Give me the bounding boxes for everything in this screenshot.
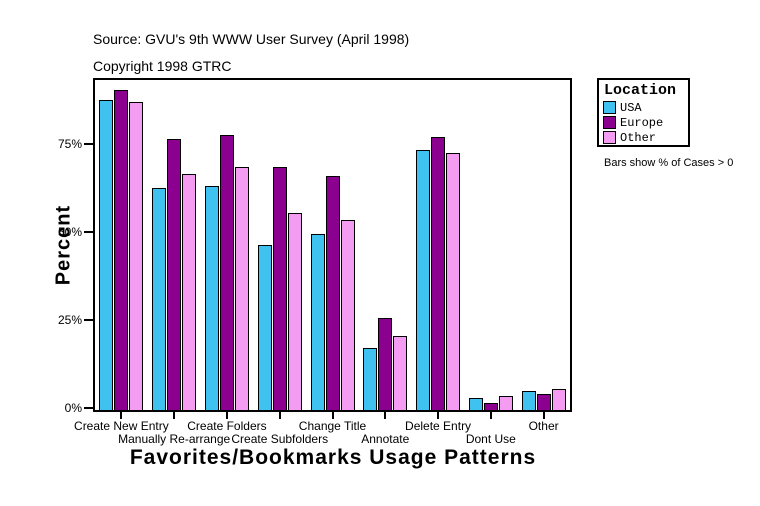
- bar-usa-annotate: [363, 348, 378, 410]
- x-label-annotate: Annotate: [361, 432, 410, 446]
- y-tick-25: [84, 319, 93, 321]
- bar-europe-change-title: [325, 176, 340, 410]
- bar-europe-delete-entry: [431, 137, 446, 410]
- bar-other-manually-re-arrange: [182, 174, 197, 410]
- x-tick-dont-use: [489, 412, 492, 419]
- bar-usa-create-new-entry: [99, 100, 114, 410]
- x-axis-title: Favorites/Bookmarks Usage Patterns: [129, 446, 537, 469]
- bar-europe-create-subfolders: [272, 167, 287, 410]
- bar-group-manually-re-arrange: [152, 80, 197, 410]
- x-label-create-folders: Create Folders: [187, 419, 267, 433]
- x-tick-delete-entry: [437, 412, 440, 419]
- bar-group-create-subfolders: [257, 80, 302, 410]
- legend-box: Location USA Europe Other: [597, 78, 690, 147]
- bar-europe-create-new-entry: [114, 90, 129, 410]
- bar-europe-create-folders: [219, 135, 234, 410]
- bar-usa-manually-re-arrange: [152, 188, 167, 410]
- y-tick-50: [84, 231, 93, 233]
- bar-other-create-new-entry: [129, 102, 144, 410]
- y-tick-label-50: 50%: [57, 225, 82, 239]
- x-tick-manually-re-arrange: [173, 412, 176, 419]
- y-tick-label-75: 75%: [57, 137, 82, 151]
- y-tick-label-25: 25%: [57, 313, 82, 327]
- bar-europe-dont-use: [483, 403, 498, 410]
- x-label-manually-re-arrange: Manually Re-arrange: [118, 432, 231, 446]
- plot-area: [93, 78, 572, 412]
- y-tick-75: [84, 143, 93, 145]
- bar-usa-other: [521, 391, 536, 410]
- bar-other-annotate: [393, 336, 408, 410]
- bar-other-other: [551, 389, 566, 410]
- bar-group-dont-use: [468, 80, 513, 410]
- x-tick-create-folders: [225, 412, 228, 419]
- bar-group-create-folders: [204, 80, 249, 410]
- bar-other-create-folders: [234, 167, 249, 410]
- x-label-dont-use: Dont Use: [465, 432, 516, 446]
- bar-usa-create-subfolders: [257, 245, 272, 410]
- bar-europe-annotate: [378, 318, 393, 410]
- bar-usa-dont-use: [468, 398, 483, 410]
- source-text: Source: GVU's 9th WWW User Survey (April…: [93, 31, 410, 47]
- y-tick-label-0: 0%: [64, 401, 82, 415]
- cases-note: Bars show % of Cases > 0: [604, 157, 734, 169]
- bar-other-create-subfolders: [287, 213, 302, 410]
- x-label-change-title: Change Title: [298, 419, 367, 433]
- legend-label-usa: USA: [620, 100, 642, 115]
- x-tick-create-subfolders: [278, 412, 281, 419]
- legend-swatch-europe: [603, 116, 616, 129]
- legend-label-europe: Europe: [620, 115, 664, 130]
- x-tick-annotate: [384, 412, 387, 419]
- legend-swatch-other: [603, 131, 616, 144]
- legend-item-europe: Europe: [603, 115, 664, 130]
- x-label-create-new-entry: Create New Entry: [74, 419, 169, 433]
- legend-item-other: Other: [603, 130, 657, 145]
- legend-title: Location: [604, 82, 677, 99]
- bar-usa-create-folders: [204, 186, 219, 410]
- x-label-create-subfolders: Create Subfolders: [231, 432, 329, 446]
- legend-label-other: Other: [620, 130, 657, 145]
- x-label-other: Other: [528, 419, 559, 433]
- bar-other-delete-entry: [446, 153, 461, 410]
- x-tick-change-title: [331, 412, 334, 419]
- bar-other-dont-use: [498, 396, 513, 410]
- bar-group-other: [521, 80, 566, 410]
- bar-usa-change-title: [310, 234, 325, 410]
- bar-other-change-title: [340, 220, 355, 410]
- y-axis-title: Percent: [52, 204, 75, 286]
- x-label-delete-entry: Delete Entry: [405, 419, 472, 433]
- x-tick-other: [542, 412, 545, 419]
- x-tick-create-new-entry: [120, 412, 123, 419]
- bar-usa-delete-entry: [416, 150, 431, 410]
- bar-group-delete-entry: [416, 80, 461, 410]
- bar-europe-other: [536, 394, 551, 410]
- bar-group-change-title: [310, 80, 355, 410]
- y-tick-0: [84, 407, 93, 409]
- bar-europe-manually-re-arrange: [167, 139, 182, 410]
- bar-group-create-new-entry: [99, 80, 144, 410]
- legend-item-usa: USA: [603, 100, 642, 115]
- copyright-text: Copyright 1998 GTRC: [93, 58, 232, 74]
- bar-group-annotate: [363, 80, 408, 410]
- legend-swatch-usa: [603, 101, 616, 114]
